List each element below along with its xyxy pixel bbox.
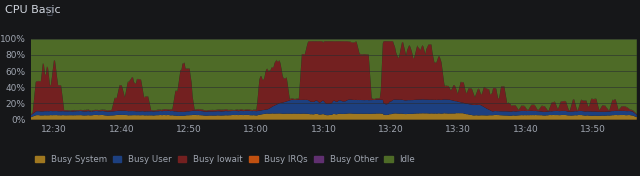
Legend: Busy System, Busy User, Busy Iowait, Busy IRQs, Busy Other, Idle: Busy System, Busy User, Busy Iowait, Bus… [35, 155, 415, 164]
Text: CPU Basic: CPU Basic [5, 5, 61, 15]
Text: ⓘ: ⓘ [46, 5, 52, 15]
